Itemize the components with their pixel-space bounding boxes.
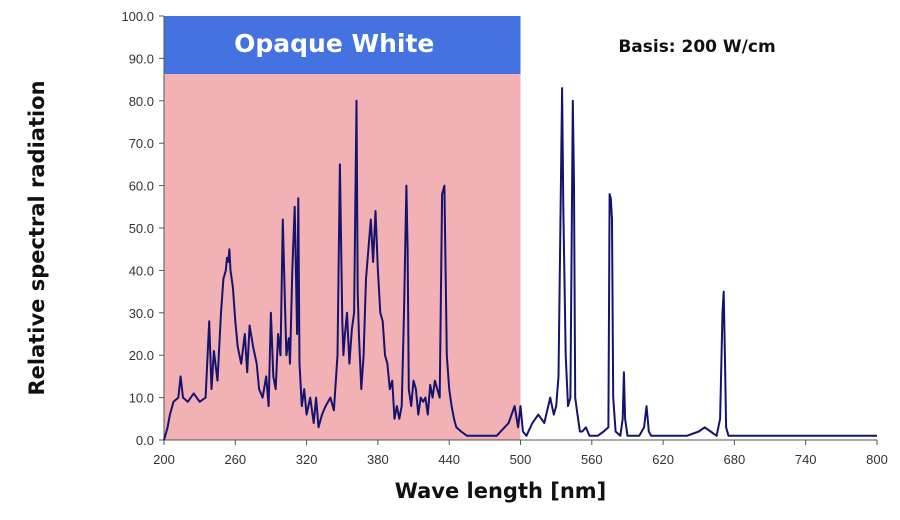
spectrum-series-line <box>163 87 877 441</box>
y-tick-label: 30.0 <box>129 306 154 321</box>
x-tick-label: 320 <box>296 452 318 467</box>
x-tick-label: 500 <box>510 452 532 467</box>
x-axis-ticks: 200 260 320 380 440 500 560 620 680 740 800 <box>153 440 888 467</box>
x-tick-label: 680 <box>724 452 746 467</box>
x-tick-label: 620 <box>652 452 674 467</box>
x-tick-label: 740 <box>795 452 817 467</box>
x-tick-label: 260 <box>224 452 246 467</box>
y-tick-label: 100.0 <box>121 9 154 24</box>
y-tick-label: 20.0 <box>129 348 154 363</box>
y-axis-title: Relative spectral radiation <box>25 80 49 395</box>
y-axis-ticks: 0.0 10.0 20.0 30.0 40.0 50.0 60.0 70.0 80.0 90.0 1… <box>121 9 164 448</box>
y-tick-label: 60.0 <box>129 179 154 194</box>
y-tick-label: 70.0 <box>129 136 154 151</box>
y-tick-label: 0.0 <box>136 433 154 448</box>
x-tick-label: 800 <box>866 452 888 467</box>
x-tick-label: 380 <box>367 452 389 467</box>
x-tick-label: 200 <box>153 452 175 467</box>
region-banner <box>164 16 521 74</box>
y-tick-label: 40.0 <box>129 263 154 278</box>
basis-annotation: Basis: 200 W/cm <box>618 37 775 57</box>
y-tick-label: 50.0 <box>129 221 154 236</box>
y-tick-label: 90.0 <box>129 51 154 66</box>
shaded-region <box>164 16 521 440</box>
x-tick-label: 440 <box>438 452 460 467</box>
region-banner-label: Opaque White <box>234 29 434 58</box>
y-tick-label: 80.0 <box>129 94 154 109</box>
x-axis-title: Wave length [nm] <box>395 479 607 503</box>
x-tick-label: 560 <box>581 452 603 467</box>
y-tick-label: 10.0 <box>129 391 154 406</box>
